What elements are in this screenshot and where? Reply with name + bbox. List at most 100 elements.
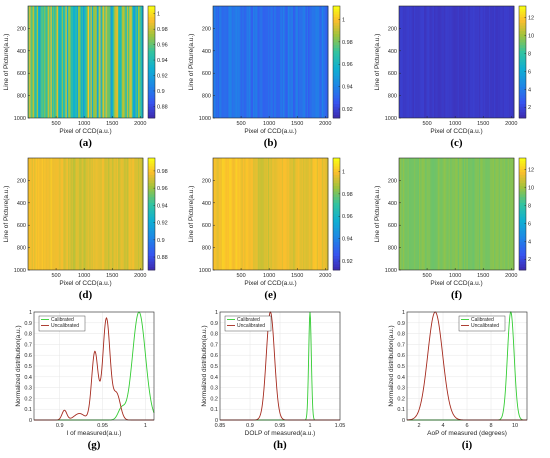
- heatmap-column: [286, 158, 289, 270]
- x-axis-label: Pixel of CCD(a.u.): [430, 128, 482, 135]
- colorbar-step: [333, 8, 340, 12]
- colorbar-step: [333, 45, 340, 49]
- heatmap-column: [213, 6, 215, 118]
- colorbar-step: [148, 264, 155, 268]
- heatmap-column: [224, 158, 226, 270]
- heatmap-column: [492, 6, 495, 118]
- colorbar-step: [333, 172, 340, 176]
- colorbar-step: [148, 169, 155, 173]
- x-tick-label: 2000: [505, 121, 517, 127]
- heatmap-column: [320, 158, 323, 270]
- heatmap-column: [273, 158, 275, 270]
- heatmap-column: [226, 158, 229, 270]
- heatmap-column: [291, 6, 294, 118]
- heatmap-column: [491, 6, 494, 118]
- colorbar-step: [333, 160, 340, 164]
- colorbar-tick-label: 0.98: [157, 27, 168, 33]
- heatmap-column: [88, 158, 90, 270]
- colorbar-tick-label: 0.88: [157, 255, 168, 261]
- x-tick-label: 1500: [291, 121, 303, 127]
- colorbar-frame: [518, 157, 527, 271]
- colorbar-step: [519, 8, 526, 12]
- heatmap-column: [138, 6, 140, 118]
- heatmap-column: [263, 158, 265, 270]
- colorbar-step: [148, 219, 155, 223]
- heatmap-column: [295, 6, 298, 118]
- x-tick-label: 2000: [319, 273, 331, 279]
- y-tick-label: 200: [202, 26, 211, 32]
- heatmap-column: [270, 6, 273, 118]
- heatmap-column: [454, 6, 456, 118]
- colorbar-step: [148, 70, 155, 74]
- colorbar-step: [148, 50, 155, 54]
- colorbar: 0.88 0.9 0.92 0.94 0.96 0.98 1: [147, 5, 168, 119]
- colorbar-step: [148, 242, 155, 246]
- heatmap-column: [512, 6, 515, 118]
- heatmap-column: [279, 158, 281, 270]
- heatmap-column: [83, 6, 85, 118]
- heatmap-column: [504, 6, 506, 118]
- x-axis-label: AoP of measured (degrees): [427, 430, 507, 437]
- heatmap-column: [400, 6, 402, 118]
- heatmap-column: [313, 6, 315, 118]
- heatmap-column: [326, 6, 329, 118]
- heatmap-column: [416, 6, 419, 118]
- heatmap-column: [274, 6, 276, 118]
- heatmap-column: [215, 6, 218, 118]
- heatmap-column: [128, 158, 130, 270]
- y-tick-label: 0.4: [397, 375, 405, 381]
- heatmap-column: [300, 6, 303, 118]
- heatmap-column: [467, 158, 470, 270]
- heatmap-column: [91, 158, 94, 270]
- heatmap-column: [33, 6, 35, 118]
- heatmap-column: [507, 158, 510, 270]
- heatmap-column: [509, 6, 511, 118]
- heatmap-column: [505, 6, 507, 118]
- heatmap-column: [309, 158, 311, 270]
- heatmap-column: [407, 6, 410, 118]
- y-tick-label: 800: [388, 94, 397, 100]
- heatmap-column: [29, 158, 31, 270]
- colorbar-step: [148, 42, 155, 46]
- heatmap-column: [216, 6, 219, 118]
- colorbar-tick-label: 0.98: [342, 40, 353, 46]
- heatmap-column: [86, 158, 89, 270]
- heatmap-column: [411, 158, 414, 270]
- colorbar-tick-label: 0.9: [157, 89, 165, 95]
- colorbar-step: [148, 109, 155, 113]
- heatmap-column: [119, 158, 121, 270]
- heatmap-column: [136, 158, 139, 270]
- heatmap-column: [93, 158, 95, 270]
- heatmap-column: [326, 158, 329, 270]
- colorbar-step: [519, 92, 526, 96]
- colorbar-step: [148, 267, 155, 271]
- colorbar-step: [519, 197, 526, 201]
- colorbar-step: [519, 50, 526, 54]
- heatmap-column: [108, 158, 110, 270]
- heatmap-column: [61, 158, 64, 270]
- y-tick-label: 1000: [385, 116, 397, 122]
- heatmap-column: [113, 6, 115, 118]
- colorbar-step: [148, 28, 155, 32]
- y-tick-label: 200: [202, 178, 211, 184]
- heatmap-column: [429, 6, 431, 118]
- y-tick-label: 400: [17, 201, 26, 207]
- colorbar-step: [148, 48, 155, 52]
- colorbar-step: [519, 28, 526, 32]
- heatmap-column: [79, 158, 81, 270]
- colorbar-step: [519, 247, 526, 251]
- colorbar-step: [333, 36, 340, 40]
- heatmap-column: [496, 158, 499, 270]
- y-tick-label: 0.6: [24, 353, 32, 359]
- colorbar-step: [148, 158, 155, 162]
- legend-box: [224, 315, 272, 332]
- y-axis-label: Line of Picture(a.u.): [374, 34, 381, 91]
- colorbar-step: [333, 236, 340, 240]
- heatmap-column: [484, 158, 486, 270]
- colorbar-step: [148, 180, 155, 184]
- heatmap-column: [497, 158, 500, 270]
- colorbar-step: [519, 183, 526, 187]
- heatmap-column: [66, 158, 69, 270]
- x-tick-label: 1000: [78, 273, 90, 279]
- colorbar-step: [148, 78, 155, 82]
